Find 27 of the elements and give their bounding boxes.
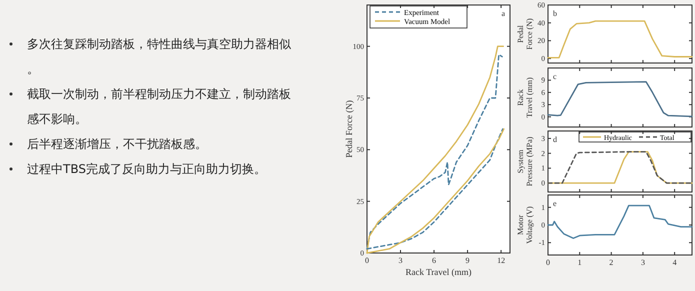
line-series — [547, 151, 693, 184]
x-tick-label: 12 — [497, 256, 506, 265]
line-series — [547, 204, 693, 239]
annotation: c — [553, 72, 557, 81]
text: 过程中TBS完成了反向助力与正向助力切换。 — [27, 162, 266, 176]
annotation: b — [553, 9, 557, 18]
x-tick-label: 9 — [466, 256, 470, 265]
y-axis-title: Pedal Force (N) — [344, 100, 354, 158]
annotation: e — [553, 199, 557, 208]
x-tick-label: 3 — [640, 258, 645, 267]
y-axis-title: Pedal Force (N) — [516, 18, 534, 50]
x-tick-label: 2 — [609, 258, 614, 267]
x-tick-label: 1 — [578, 258, 582, 267]
x-tick-label: 6 — [432, 256, 436, 265]
line-series — [547, 81, 693, 118]
annotation: d — [553, 135, 557, 144]
text: 多次往复踩制动踏板，特性曲线与真空助力器相似。 — [27, 37, 291, 76]
x-tick-label: 3 — [398, 256, 403, 265]
annotation: a — [501, 9, 506, 18]
x-axis-title: Rack Travel (mm) — [406, 267, 472, 277]
y-axis-title: Rack Travel (mm) — [516, 76, 534, 118]
y-axis-title: System Pressure (MPa) — [516, 136, 534, 186]
y-axis-title: Motor Voltage (V) — [516, 206, 534, 244]
line-series — [547, 20, 693, 58]
text: 截取一次制动，前半程制动压力不建立，制动踏板感不影响。 — [27, 87, 291, 126]
x-tick-label: 4 — [672, 258, 677, 267]
text: 后半程逐渐增压，不干扰踏板感。 — [27, 137, 207, 151]
